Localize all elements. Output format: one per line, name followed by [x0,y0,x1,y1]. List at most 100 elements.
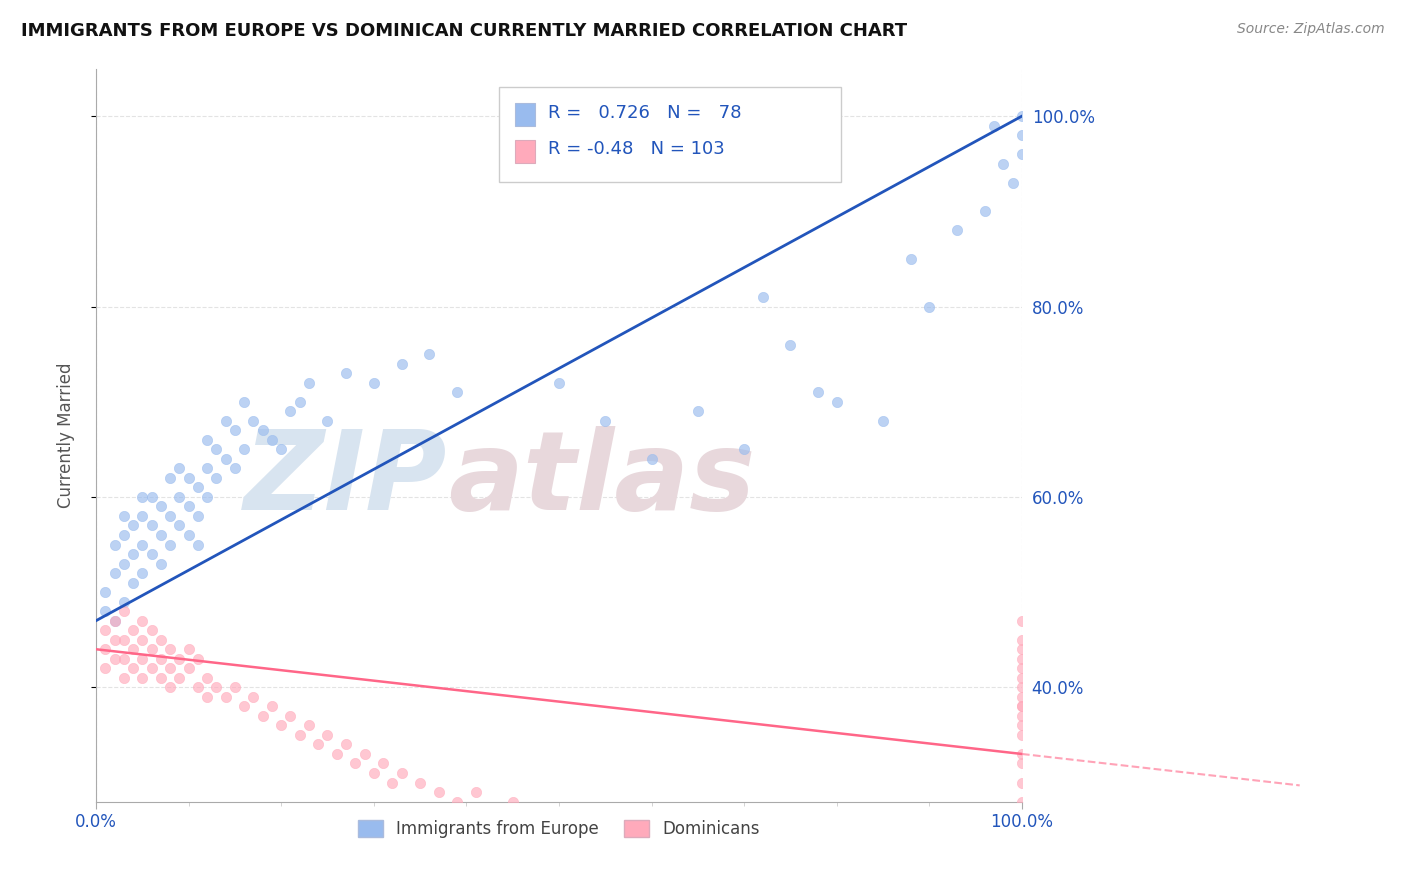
Point [103,566,125,580]
Point [177,528,200,542]
Point [233,394,256,409]
Point [103,614,125,628]
Point [169,671,191,685]
Point [613,842,636,856]
Point [353,747,375,761]
Point [187,480,209,494]
Point [195,433,218,447]
Point [131,671,153,685]
Point [112,528,135,542]
Point [122,547,145,561]
Point [94,661,117,675]
Point [946,223,969,237]
Point [131,508,153,523]
Point [538,804,561,818]
Point [1011,728,1033,742]
Point [187,681,209,695]
Point [103,537,125,551]
Point [94,585,117,599]
Point [224,681,246,695]
Point [593,823,616,838]
Point [195,671,218,685]
Point [733,871,755,885]
Text: R = -0.48   N = 103: R = -0.48 N = 103 [548,140,724,158]
Point [427,785,450,799]
Point [224,423,246,437]
Point [918,300,941,314]
Point [1011,681,1033,695]
Point [464,785,486,799]
Text: R =   0.726   N =   78: R = 0.726 N = 78 [548,103,741,121]
Point [94,604,117,618]
Point [807,385,830,400]
Point [363,766,385,780]
Point [159,537,181,551]
Point [169,490,191,504]
Point [131,632,153,647]
Point [122,575,145,590]
Point [280,709,302,723]
Point [1011,795,1033,809]
Point [94,624,117,638]
Point [446,385,468,400]
Point [177,471,200,485]
Point [169,461,191,475]
Point [1011,661,1033,675]
Point [205,681,228,695]
FancyBboxPatch shape [499,87,841,182]
Point [122,642,145,657]
Point [344,756,367,771]
Point [195,490,218,504]
Point [326,747,349,761]
Point [1001,176,1024,190]
Point [446,795,468,809]
Point [260,699,283,714]
Point [112,594,135,608]
Point [307,738,329,752]
Point [159,661,181,675]
Point [1011,642,1033,657]
Point [751,880,773,892]
Point [131,537,153,551]
Point [779,337,801,351]
Point [141,490,163,504]
Point [1011,747,1033,761]
Point [335,738,357,752]
Point [177,661,200,675]
Point [1011,709,1033,723]
Point [159,471,181,485]
Point [1011,718,1033,732]
Point [1011,690,1033,704]
Point [1011,109,1033,123]
Point [770,889,793,892]
Point [1011,699,1033,714]
Point [233,442,256,457]
FancyBboxPatch shape [515,140,534,163]
Point [288,394,311,409]
Point [825,394,848,409]
Point [112,508,135,523]
FancyBboxPatch shape [515,103,534,127]
Point [335,366,357,380]
Point [177,500,200,514]
Point [169,652,191,666]
Point [187,537,209,551]
Point [214,414,236,428]
Text: IMMIGRANTS FROM EUROPE VS DOMINICAN CURRENTLY MARRIED CORRELATION CHART: IMMIGRANTS FROM EUROPE VS DOMINICAN CURR… [21,22,907,40]
Point [112,557,135,571]
Point [233,699,256,714]
Point [187,508,209,523]
Point [1011,671,1033,685]
Point [1011,632,1033,647]
Point [149,528,172,542]
Point [112,671,135,685]
Point [159,681,181,695]
Point [371,756,394,771]
Point [169,518,191,533]
Point [316,728,339,742]
Point [159,508,181,523]
Point [177,642,200,657]
Point [686,404,709,418]
Point [1011,128,1033,143]
Text: ZIP: ZIP [245,425,449,533]
